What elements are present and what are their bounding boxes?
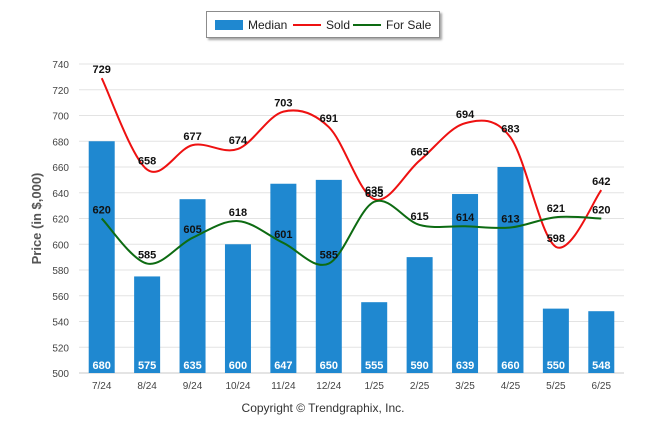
bar [88,141,115,373]
legend-swatch-median [215,19,243,30]
x-tick-label: 9/24 [183,381,203,392]
legend-swatch-sold [293,23,321,26]
x-tick-label: 2/25 [410,381,430,392]
y-tick-label: 620 [52,215,69,226]
bar [179,199,206,373]
legend-label-median: Median [248,17,288,32]
data-label-sold: 703 [274,98,292,110]
legend-item-for-sale: For Sale [353,12,431,37]
data-label-sold: 677 [183,131,201,143]
bar [406,257,433,373]
data-label-sold: 729 [93,64,111,76]
bar-data-label: 590 [410,360,428,372]
data-label-for-sale: 621 [547,203,565,215]
data-label-sold: 658 [138,156,156,168]
y-tick-label: 740 [52,60,69,71]
data-label-for-sale: 615 [410,211,428,223]
bar [224,244,251,373]
bar-data-label: 635 [183,360,201,372]
legend-item-median: Median [215,12,287,37]
bar-data-label: 680 [93,360,111,372]
legend-label-for-sale: For Sale [386,17,432,32]
legend-label-sold: Sold [326,17,351,32]
y-tick-label: 640 [52,189,69,200]
bar [588,311,615,373]
data-label-for-sale: 620 [93,205,111,217]
bar-data-label: 550 [547,360,565,372]
y-tick-label: 720 [52,86,69,97]
bar [452,194,479,373]
data-label-for-sale: 618 [229,207,247,219]
x-tick-label: 12/24 [316,381,341,392]
data-label-for-sale: 633 [365,188,383,200]
bar-data-label: 548 [592,360,610,372]
data-label-sold: 665 [410,147,428,159]
copyright-text: Copyright © Trendgraphix, Inc. [241,401,405,415]
data-label-for-sale: 614 [456,212,475,224]
y-tick-label: 660 [52,163,69,174]
data-label-sold: 674 [229,135,248,147]
y-tick-label: 680 [52,137,69,148]
y-tick-label: 600 [52,240,69,251]
x-tick-label: 6/25 [592,381,612,392]
data-label-for-sale: 605 [183,224,201,236]
bar [497,167,524,373]
bar [270,183,297,373]
data-label-for-sale: 620 [592,205,610,217]
line-sold [100,77,603,249]
legend-item-sold: Sold [293,12,350,37]
y-tick-label: 580 [52,266,69,277]
x-tick-label: 7/24 [92,381,112,392]
bar-data-label: 575 [138,360,156,372]
x-tick-label: 11/24 [271,381,296,392]
data-label-sold: 598 [547,233,565,245]
y-tick-label: 560 [52,292,69,303]
y-tick-label: 540 [52,318,69,329]
bar-data-label: 650 [320,360,338,372]
x-tick-label: 1/25 [364,381,384,392]
x-tick-label: 5/25 [546,381,566,392]
y-tick-label: 520 [52,343,69,354]
x-tick-label: 3/25 [455,381,475,392]
data-label-sold: 683 [501,123,519,135]
bar-data-label: 555 [365,360,383,372]
bar [542,308,569,373]
y-axis-title: Price (in $,000) [29,173,44,265]
x-tick-label: 4/25 [501,381,521,392]
bar [134,276,161,373]
bar-data-label: 647 [274,360,292,372]
bar-data-label: 660 [501,360,519,372]
data-label-sold: 691 [320,113,338,125]
x-tick-label: 10/24 [225,381,250,392]
data-label-for-sale: 585 [138,250,156,262]
bar [315,179,342,373]
bar [361,302,388,373]
data-label-sold: 642 [592,176,610,188]
data-label-for-sale: 613 [501,214,519,226]
data-label-sold: 694 [456,109,475,121]
x-tick-label: 8/24 [137,381,157,392]
bar-data-label: 600 [229,360,247,372]
y-tick-label: 700 [52,112,69,123]
data-label-for-sale: 585 [320,250,338,262]
line-for-sale [100,199,602,266]
y-tick-label: 500 [52,369,69,380]
data-label-for-sale: 601 [274,229,292,241]
legend: Median Sold For Sale [206,11,440,38]
bar-data-label: 639 [456,360,474,372]
data-label-sold: 635 [365,185,383,197]
legend-swatch-for-sale [353,23,381,26]
